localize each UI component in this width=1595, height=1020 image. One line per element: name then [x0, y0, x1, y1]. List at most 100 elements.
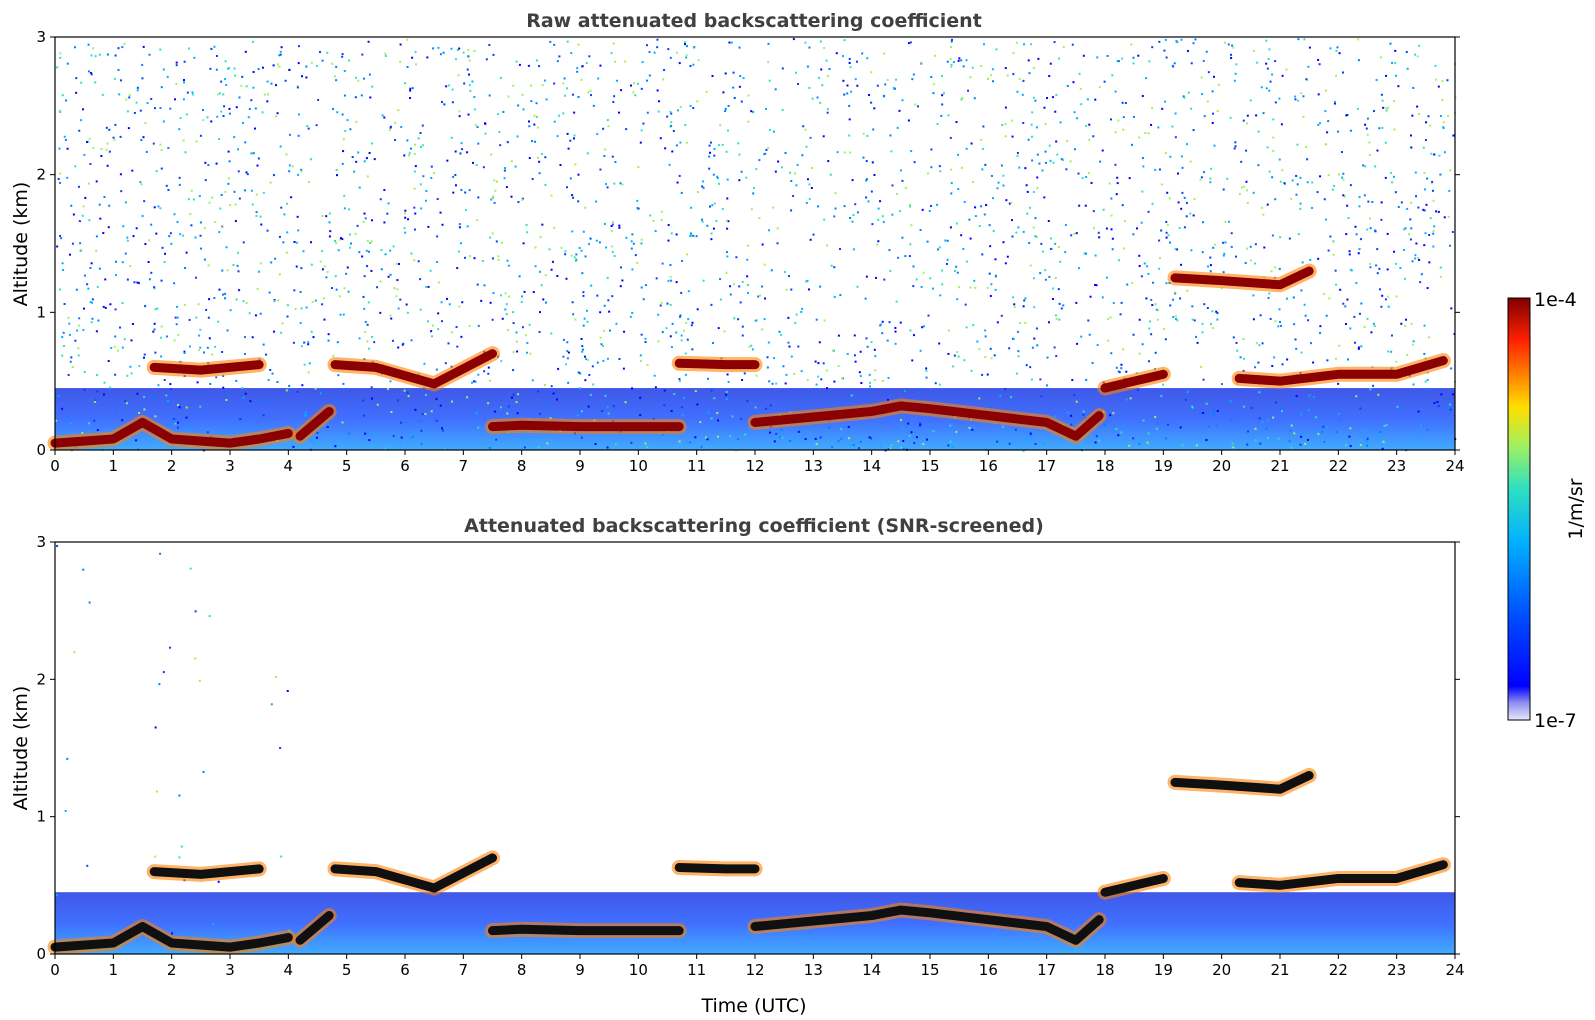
speckle [692, 234, 695, 237]
speckle [1043, 196, 1046, 199]
speckle [81, 432, 84, 435]
speckle [1428, 233, 1431, 236]
speckle [1138, 264, 1141, 267]
speckle [588, 243, 591, 246]
speckle [747, 292, 750, 295]
speckle [1044, 150, 1047, 153]
x-tick-label: 10 [629, 961, 648, 979]
speckle [553, 82, 556, 85]
speckle [738, 285, 741, 288]
speckle [1359, 407, 1362, 410]
speckle [577, 43, 580, 46]
speckle [664, 147, 667, 150]
layer-track [295, 911, 334, 945]
speckle [562, 338, 565, 341]
speckle [747, 283, 750, 286]
speckle [633, 82, 636, 85]
speckle [489, 301, 492, 304]
speckle [974, 206, 977, 209]
speckle [451, 101, 454, 104]
speckle [1057, 57, 1060, 60]
speckle [525, 351, 528, 354]
speckle [1279, 236, 1282, 239]
speckle [1376, 248, 1379, 251]
speckle [794, 321, 797, 324]
speckle [1028, 72, 1031, 75]
speckle [222, 93, 225, 96]
speckle [126, 374, 129, 377]
speckle [566, 341, 569, 344]
speckle [109, 303, 112, 306]
speckle [1349, 427, 1352, 430]
speckle [1120, 363, 1123, 366]
speckle [489, 236, 492, 239]
speckle [421, 413, 424, 416]
speckle [357, 151, 360, 154]
speckle [1392, 175, 1395, 178]
speckle [251, 336, 254, 339]
speckle [1062, 45, 1065, 48]
speckle [1314, 416, 1317, 419]
top-y-axis-label: Altitude (km) [10, 182, 32, 307]
x-tick-label: 7 [459, 961, 469, 979]
speckle [494, 189, 497, 192]
speckle [1205, 402, 1208, 405]
speckle [143, 200, 146, 203]
speckle [1300, 289, 1303, 292]
speckle [1125, 398, 1128, 401]
speckle [1265, 87, 1268, 90]
speckle [153, 287, 156, 290]
speckle [165, 394, 168, 397]
speckle [1141, 94, 1144, 97]
speckle [1012, 402, 1015, 405]
speckle [1402, 248, 1405, 251]
speckle [901, 99, 904, 102]
speckle [1266, 203, 1269, 206]
speckle [541, 223, 544, 226]
speckle [492, 292, 495, 295]
speckle [536, 59, 539, 62]
speckle [1016, 151, 1019, 154]
speckle [267, 400, 270, 403]
speckle [244, 189, 247, 192]
speckle [107, 359, 110, 362]
speckle [296, 85, 299, 88]
speckle [610, 224, 613, 227]
speckle [113, 345, 116, 348]
speckle [139, 109, 142, 112]
speckle [855, 60, 858, 63]
speckle [1404, 227, 1407, 230]
speckle [1209, 256, 1212, 259]
speckle [226, 392, 229, 395]
speckle [743, 372, 746, 375]
speckle [100, 147, 103, 150]
speckle [477, 324, 480, 327]
speckle [748, 345, 751, 348]
speckle [458, 226, 461, 229]
speckle [1232, 46, 1235, 49]
speckle [639, 396, 642, 399]
speckle [1384, 176, 1387, 179]
speckle [1098, 439, 1101, 442]
speckle [102, 232, 105, 235]
speckle [492, 195, 495, 198]
speckle [341, 421, 344, 424]
speckle [1099, 160, 1102, 163]
speckle [1096, 56, 1099, 59]
speckle [881, 379, 884, 382]
speckle [630, 441, 633, 444]
speckle [390, 317, 393, 320]
speckle [281, 322, 284, 325]
speckle [497, 255, 500, 258]
speckle [208, 201, 211, 204]
speckle [1002, 241, 1005, 244]
speckle [413, 259, 416, 262]
speckle [106, 164, 109, 167]
speckle [153, 286, 156, 289]
speckle [87, 43, 90, 46]
speckle [504, 292, 507, 295]
speckle [1117, 259, 1120, 262]
speckle [1013, 303, 1016, 306]
speckle [1054, 242, 1057, 245]
speckle [546, 442, 549, 445]
